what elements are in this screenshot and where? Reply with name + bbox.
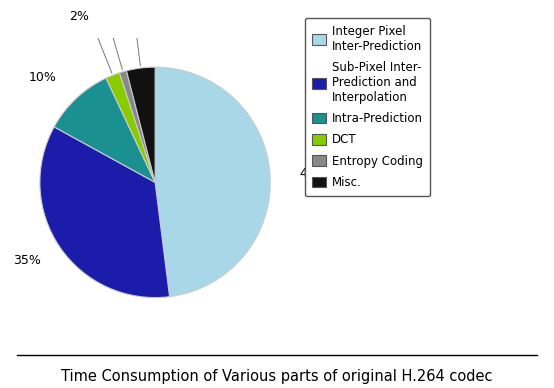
Wedge shape — [40, 127, 170, 298]
Wedge shape — [120, 71, 155, 182]
Wedge shape — [155, 67, 270, 297]
Text: 35%: 35% — [13, 254, 41, 267]
Legend: Integer Pixel
Inter-Prediction, Sub-Pixel Inter-
Prediction and
Interpolation, I: Integer Pixel Inter-Prediction, Sub-Pixe… — [305, 17, 430, 196]
Text: 2%: 2% — [69, 10, 89, 23]
Text: 10%: 10% — [29, 71, 57, 84]
Wedge shape — [106, 73, 155, 182]
Wedge shape — [126, 67, 155, 182]
Text: 48%: 48% — [299, 167, 327, 180]
Text: Time Consumption of Various parts of original H.264 codec: Time Consumption of Various parts of ori… — [61, 369, 493, 384]
Wedge shape — [54, 78, 155, 182]
